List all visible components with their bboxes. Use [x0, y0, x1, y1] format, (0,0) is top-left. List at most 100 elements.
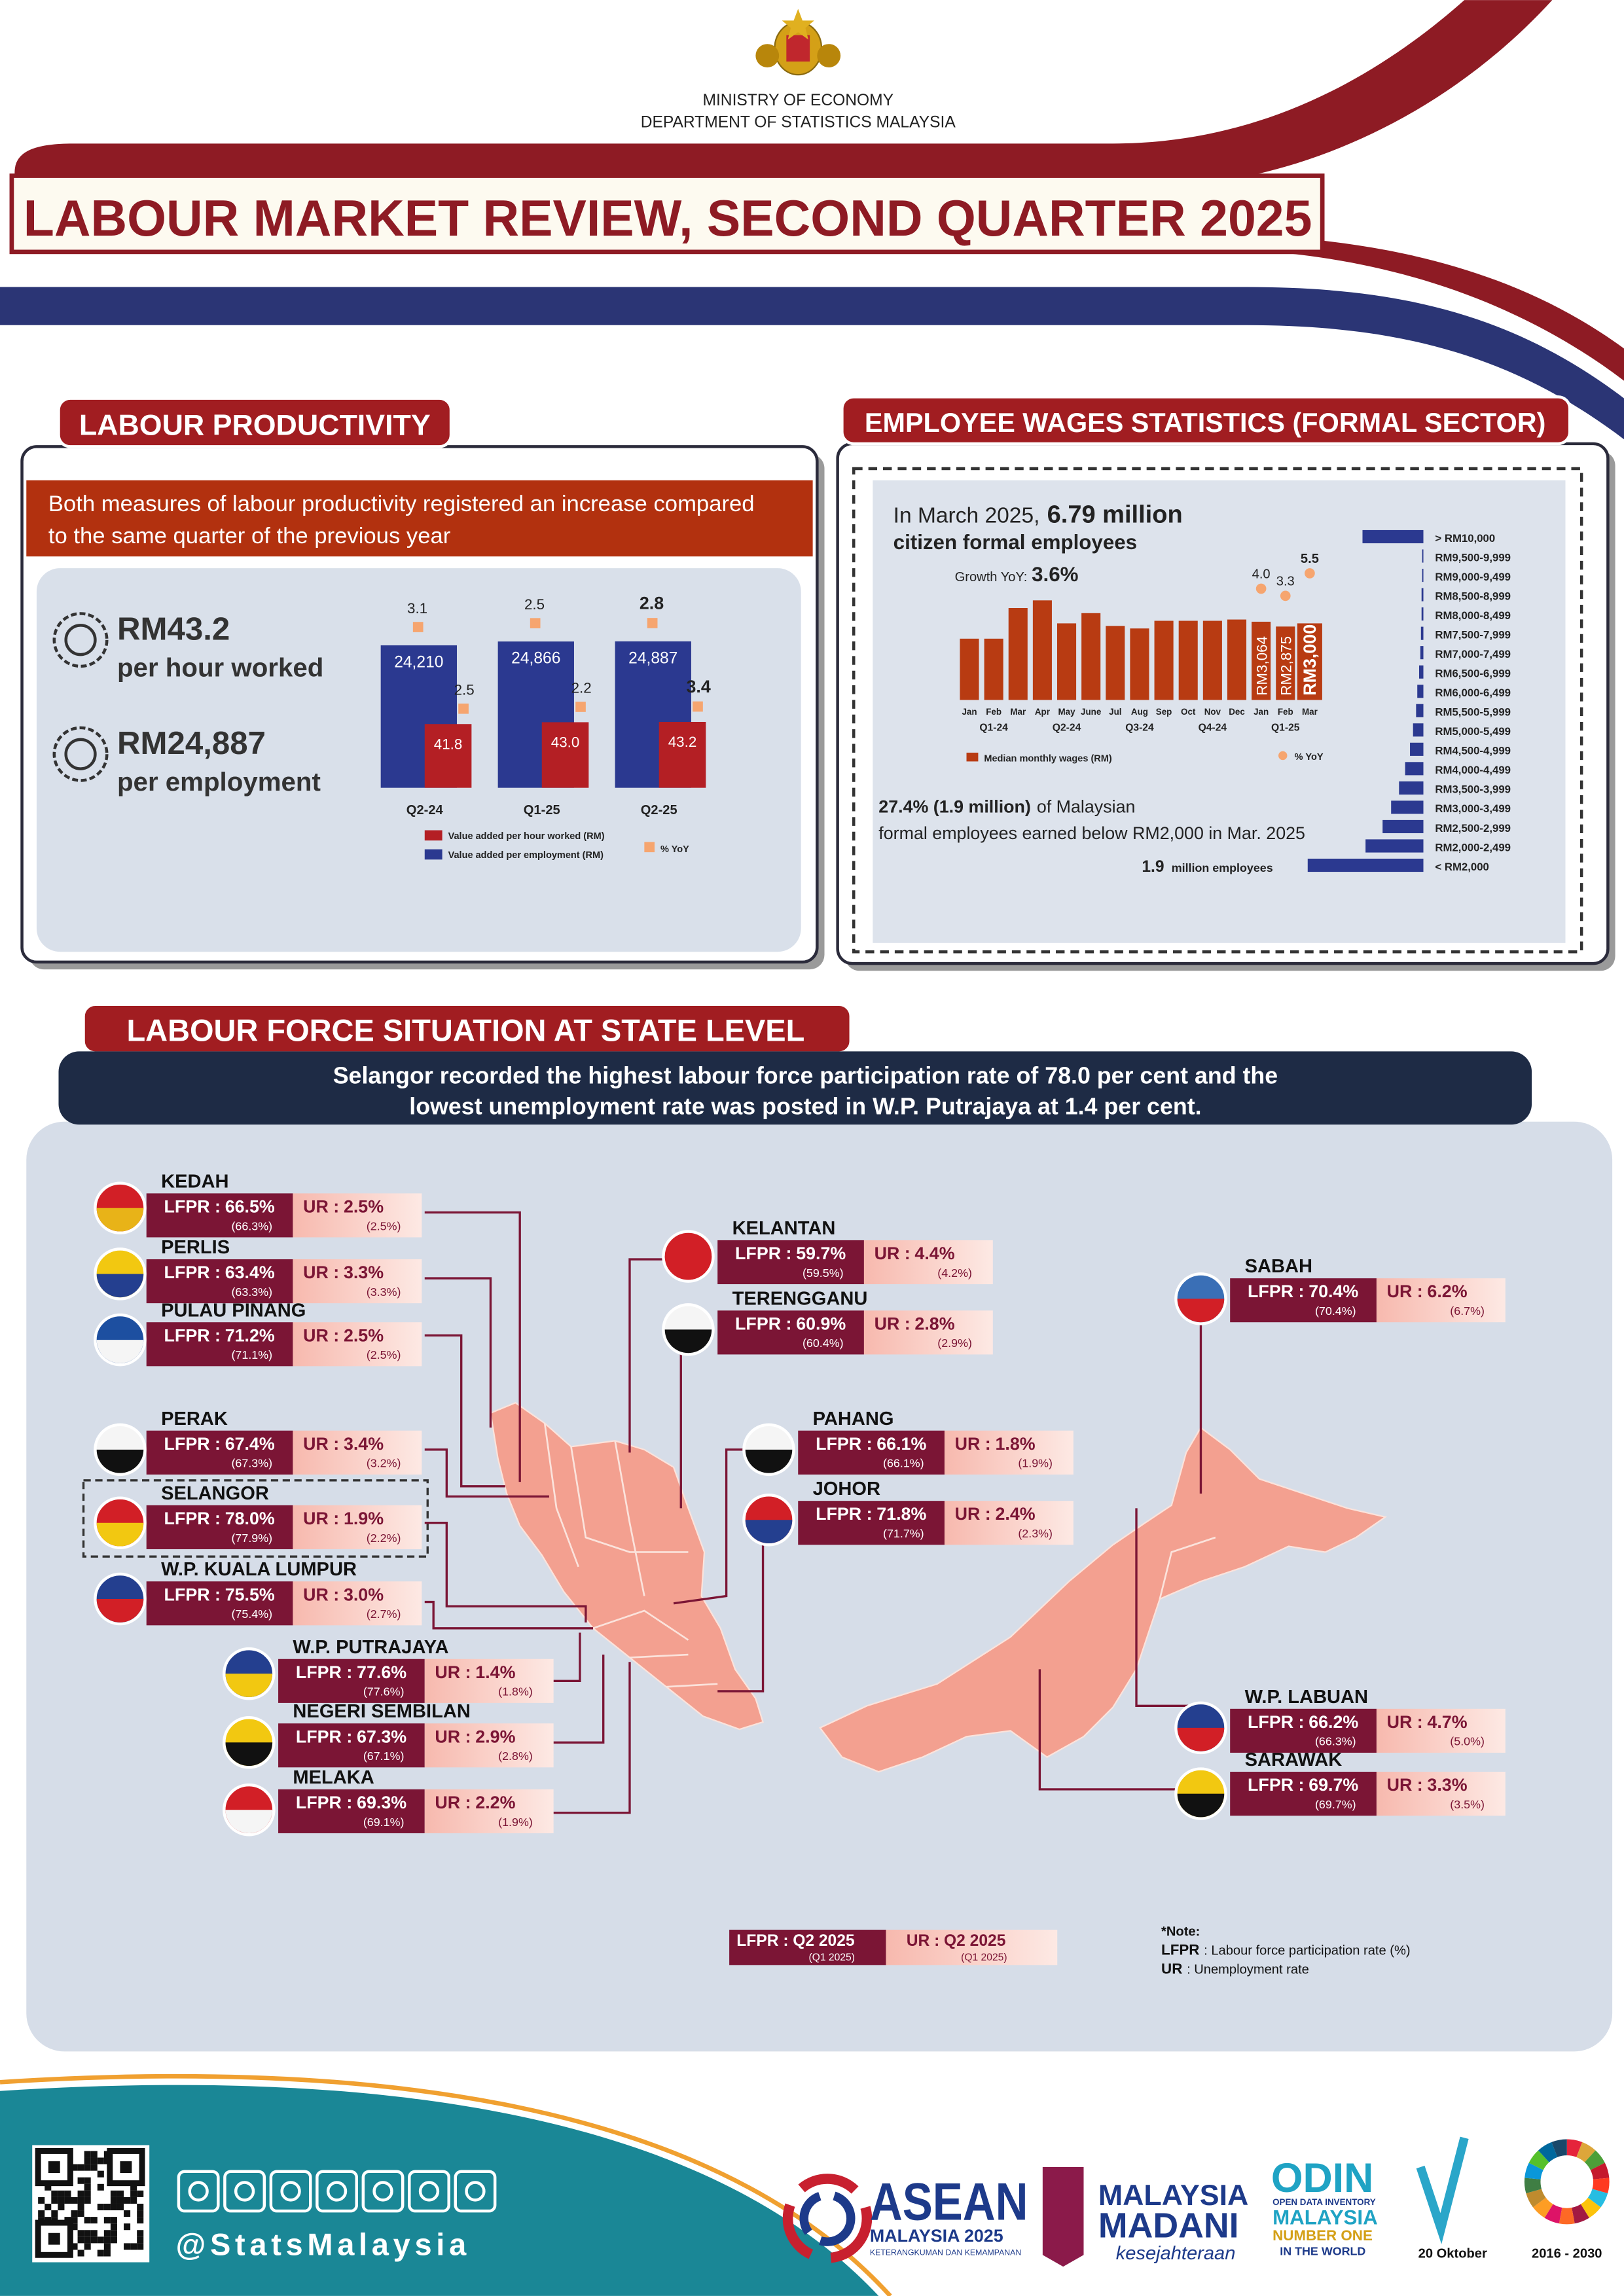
note-text: formal employees earned below RM2,000 in… — [878, 823, 1305, 843]
lfpr-previous: (66.1%) — [883, 1457, 924, 1470]
ur-number: 3.3% — [1427, 1775, 1467, 1795]
lfpr-label: LFPR : — [1248, 1775, 1304, 1795]
sdg-segment — [1559, 2208, 1575, 2225]
state-name: MELAKA — [293, 1767, 374, 1788]
qr-module — [77, 2210, 84, 2217]
ur-previous: (2.2%) — [367, 1532, 401, 1545]
social-icon[interactable] — [316, 2170, 358, 2213]
qr-finder — [35, 2219, 73, 2258]
social-icon[interactable] — [361, 2170, 405, 2213]
bar-category: RM9,000-9,499 — [1435, 571, 1511, 583]
state-flag-half — [1177, 1793, 1225, 1818]
qr-module — [77, 2250, 84, 2257]
title-box — [9, 173, 1325, 255]
bar — [1422, 568, 1424, 583]
qr-module — [137, 2190, 144, 2197]
lfpr-previous: (69.1%) — [363, 1816, 405, 1829]
lfpr-number: 70.4% — [1308, 1282, 1358, 1301]
heading-tab — [840, 395, 1572, 446]
ur-box — [293, 1581, 422, 1626]
legend-label: Value added per hour worked (RM) — [448, 831, 605, 842]
connector — [553, 1655, 605, 1744]
state-flag-half — [96, 1599, 144, 1623]
state-flag-half — [96, 1208, 144, 1232]
qr-module — [110, 2223, 117, 2231]
qr-module — [84, 2151, 91, 2158]
qr-module — [137, 2243, 144, 2250]
logo-text: MADANI — [1098, 2206, 1239, 2245]
social-icon[interactable] — [454, 2170, 497, 2213]
bar — [1405, 762, 1424, 776]
ur-number: 2.2% — [475, 1793, 515, 1812]
qr-module — [71, 2223, 78, 2231]
bar — [1365, 839, 1424, 853]
social-icon-glyph — [418, 2181, 440, 2202]
asean-swirl-inner — [799, 2190, 856, 2246]
bar-label: 24,210 — [394, 654, 443, 672]
lfpr-number: 66.5% — [225, 1196, 275, 1216]
bar-category: > RM10,000 — [1435, 532, 1495, 545]
note-item: LFPR: Labour force participation rate (%… — [1161, 1942, 1411, 1958]
crest-star — [782, 9, 814, 40]
social-icon[interactable] — [177, 2170, 220, 2213]
lfpr-value: LFPR : 67.3% — [296, 1727, 406, 1746]
lfpr-box — [146, 1259, 293, 1304]
ur-label: UR : — [955, 1434, 991, 1454]
logo-text: OPEN DATA INVENTORY — [1272, 2197, 1376, 2207]
lfpr-box — [146, 1430, 293, 1475]
bar-label: 41.8 — [434, 736, 463, 752]
lfpr-value: LFPR :66.5% — [164, 1196, 275, 1216]
social-icon-glyph — [188, 2181, 209, 2202]
ur-box — [944, 1430, 1074, 1475]
sdg-segment — [1526, 2189, 1546, 2208]
note-text: of Malaysian — [1037, 797, 1136, 817]
lfpr-value: LFPR :70.4% — [1248, 1282, 1358, 1301]
ur-value: UR :2.4% — [955, 1504, 1036, 1524]
lfpr-label: LFPR : — [164, 1509, 221, 1528]
ur-label: UR : — [303, 1325, 339, 1345]
state-flag-half — [664, 1256, 712, 1280]
lfpr-value: LFPR : 60.9% — [735, 1314, 846, 1333]
bar — [1362, 529, 1424, 544]
qr-module — [71, 2243, 78, 2250]
bar-category: RM7,000-7,499 — [1435, 648, 1511, 660]
lfpr-box — [278, 1789, 425, 1833]
heading-tab — [57, 397, 453, 448]
yoy-label: 3.4 — [686, 677, 710, 696]
quarter-label: Q4-24 — [1199, 722, 1227, 733]
ur-previous: (1.8%) — [498, 1685, 533, 1698]
yoy-marker — [530, 618, 541, 629]
social-icon[interactable] — [408, 2170, 450, 2213]
social-icon[interactable] — [269, 2170, 312, 2213]
social-icon[interactable] — [223, 2170, 266, 2213]
logo-text: MALAYSIA 2025 — [870, 2226, 1003, 2246]
lfpr-label: LFPR : — [1248, 1282, 1304, 1301]
state-name: SARAWAK — [1245, 1749, 1343, 1770]
kpi-value: RM24,887 — [117, 725, 266, 761]
social-icon-glyph — [234, 2181, 255, 2202]
bar-category: RM8,000-8,499 — [1435, 609, 1511, 622]
summary-line: Selangor recorded the highest labour for… — [333, 1063, 1278, 1089]
yoy-label: 2.5 — [454, 682, 475, 698]
lfpr-number: 66.1% — [876, 1434, 926, 1454]
legend-ur — [886, 1929, 1058, 1965]
lfpr-label: LFPR : — [164, 1434, 221, 1454]
lfpr-number: 77.6% — [357, 1662, 406, 1682]
note-text: : Unemployment rate — [1187, 1963, 1309, 1977]
state-flag-half — [96, 1522, 144, 1547]
qr-module — [77, 2203, 84, 2211]
ur-label: UR : — [303, 1263, 339, 1282]
connector — [424, 1334, 505, 1488]
lfpr-number: 71.2% — [225, 1325, 275, 1345]
bar — [1391, 800, 1424, 814]
bar — [1130, 628, 1149, 700]
bar — [659, 721, 706, 788]
ur-box — [1376, 1772, 1506, 1816]
bar-label: 43.0 — [551, 734, 580, 750]
growth-label: Growth YoY: — [955, 570, 1028, 584]
logo-text: NUMBER ONE — [1272, 2227, 1373, 2244]
qr-module — [51, 2190, 58, 2197]
legend-swatch — [424, 830, 442, 841]
month-label: Dec — [1229, 707, 1245, 717]
ur-value: UR : 3.0% — [303, 1585, 384, 1604]
